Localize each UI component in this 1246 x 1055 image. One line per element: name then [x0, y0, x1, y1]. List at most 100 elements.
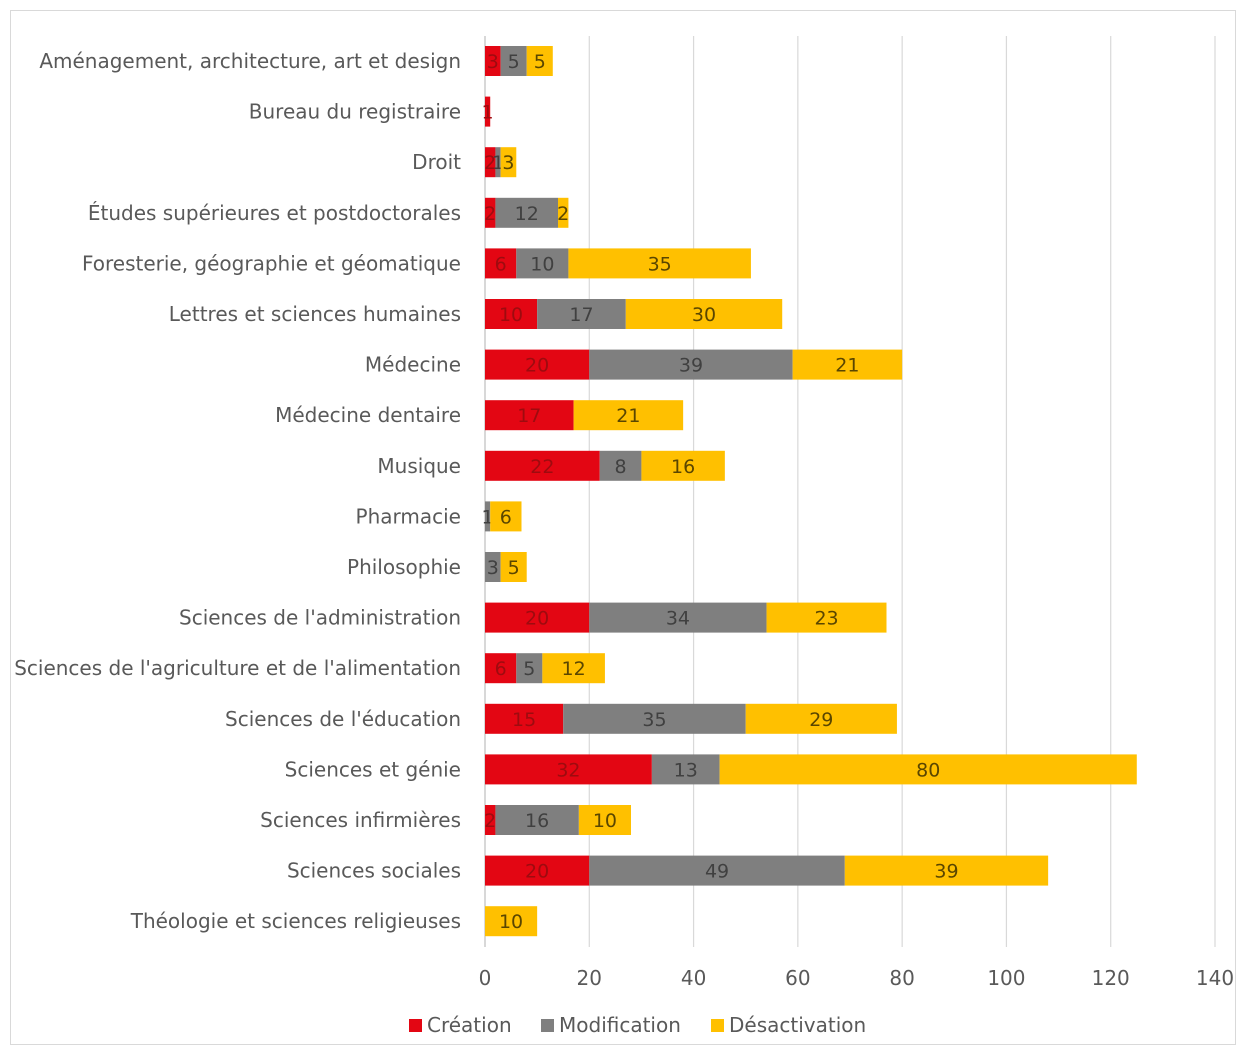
bar-segment — [589, 602, 767, 633]
data-label: 10 — [530, 253, 554, 275]
legend-swatch — [541, 1019, 554, 1032]
bar-segment — [485, 703, 564, 734]
category-label: Musique — [377, 454, 461, 478]
legend[interactable]: Création Modification Désactivation — [409, 1013, 866, 1037]
bar-segment — [485, 602, 590, 633]
bar-segment — [568, 248, 751, 279]
bar-segment — [719, 754, 1137, 785]
bar-segment — [516, 248, 569, 279]
bar-segment — [485, 96, 491, 127]
data-label: 5 — [523, 658, 535, 680]
data-label: 20 — [525, 608, 549, 630]
data-label: 3 — [502, 152, 514, 174]
bar-segment — [495, 197, 558, 228]
x-tick-label: 60 — [785, 966, 810, 990]
data-label: 2 — [484, 152, 496, 174]
data-label: 10 — [499, 304, 523, 326]
category-label: Médecine dentaire — [275, 403, 461, 427]
data-label: 49 — [705, 861, 729, 883]
legend-label: Désactivation — [729, 1013, 866, 1037]
category-label: Sciences de l'administration — [179, 606, 461, 630]
legend-swatch — [711, 1019, 724, 1032]
bar-segment — [490, 501, 522, 532]
data-label: 20 — [525, 861, 549, 883]
bar-segment — [625, 299, 783, 329]
data-label: 2 — [557, 203, 569, 225]
x-tick-label: 100 — [987, 966, 1025, 990]
bar-segment — [485, 248, 517, 279]
x-tick-label: 40 — [681, 966, 706, 990]
data-label: 21 — [835, 355, 859, 377]
category-label: Sciences de l'éducation — [225, 707, 461, 731]
data-label: 5 — [508, 557, 520, 579]
data-label: 5 — [508, 51, 520, 73]
bar-segment — [485, 46, 501, 76]
category-label: Sciences de l'agriculture et de l'alimen… — [14, 656, 461, 680]
bar-segment — [495, 147, 501, 178]
bar-segment — [485, 197, 496, 228]
data-label: 8 — [615, 456, 627, 478]
bar-segment — [641, 450, 725, 481]
category-label: Aménagement, architecture, art et design — [39, 49, 461, 73]
bar-segment — [485, 805, 496, 835]
legend-item[interactable]: Création — [409, 1013, 512, 1037]
x-tick-label: 140 — [1196, 966, 1234, 990]
bar-segment — [844, 855, 1049, 886]
data-label: 30 — [692, 304, 716, 326]
data-label: 1 — [482, 102, 494, 124]
category-label: Lettres et sciences humaines — [169, 302, 461, 326]
bar-segment — [485, 299, 538, 329]
data-label: 17 — [517, 405, 541, 427]
category-label: Sciences infirmières — [260, 808, 461, 832]
bar-segment — [526, 46, 553, 76]
data-label: 6 — [495, 658, 507, 680]
bar-segment — [495, 805, 579, 835]
data-label: 22 — [530, 456, 554, 478]
data-label: 20 — [525, 355, 549, 377]
category-label: Droit — [412, 150, 461, 174]
x-tick-label: 0 — [479, 966, 492, 990]
data-label: 35 — [642, 709, 666, 731]
category-label: Philosophie — [347, 555, 461, 579]
bar-segment — [485, 906, 538, 937]
data-label: 17 — [569, 304, 593, 326]
bar-segment — [599, 450, 642, 481]
legend-label: Création — [427, 1013, 512, 1037]
legend-label: Modification — [559, 1013, 681, 1037]
data-label: 3 — [487, 557, 499, 579]
category-label: Foresterie, géographie et géomatique — [82, 251, 461, 275]
bar-segment — [589, 349, 793, 380]
bar-segment — [485, 450, 600, 481]
data-label: 16 — [671, 456, 695, 478]
grid-lines — [484, 36, 1216, 947]
bar-segment — [563, 703, 746, 734]
bar-segment — [589, 855, 845, 886]
data-label: 5 — [534, 51, 546, 73]
bar-segment — [500, 147, 517, 178]
category-label: Études supérieures et postdoctorales — [88, 201, 461, 225]
category-label: Bureau du registraire — [249, 100, 461, 124]
bar-segment — [500, 46, 527, 76]
bar-segment — [485, 855, 590, 886]
data-label: 12 — [515, 203, 539, 225]
legend-item[interactable]: Désactivation — [711, 1013, 866, 1037]
bar-segment — [558, 197, 569, 228]
bar-segment — [542, 653, 605, 684]
bar-segment — [573, 400, 684, 431]
bar-segment — [578, 805, 631, 835]
category-labels: Aménagement, architecture, art et design… — [14, 49, 461, 933]
data-label: 2 — [484, 203, 496, 225]
data-label: 6 — [500, 506, 512, 528]
bar-segment — [766, 602, 887, 633]
bar-segment — [485, 653, 517, 684]
bar-segment — [485, 552, 501, 582]
bar-segment — [485, 349, 590, 380]
legend-item[interactable]: Modification — [541, 1013, 681, 1037]
data-label: 80 — [916, 759, 940, 781]
x-tick-label: 20 — [577, 966, 602, 990]
data-label: 15 — [512, 709, 536, 731]
bar-segment — [485, 754, 652, 785]
data-label: 21 — [616, 405, 640, 427]
